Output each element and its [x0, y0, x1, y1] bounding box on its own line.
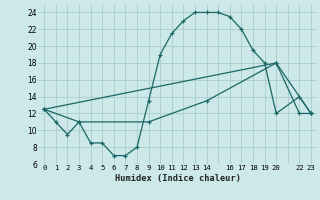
X-axis label: Humidex (Indice chaleur): Humidex (Indice chaleur): [115, 174, 241, 183]
